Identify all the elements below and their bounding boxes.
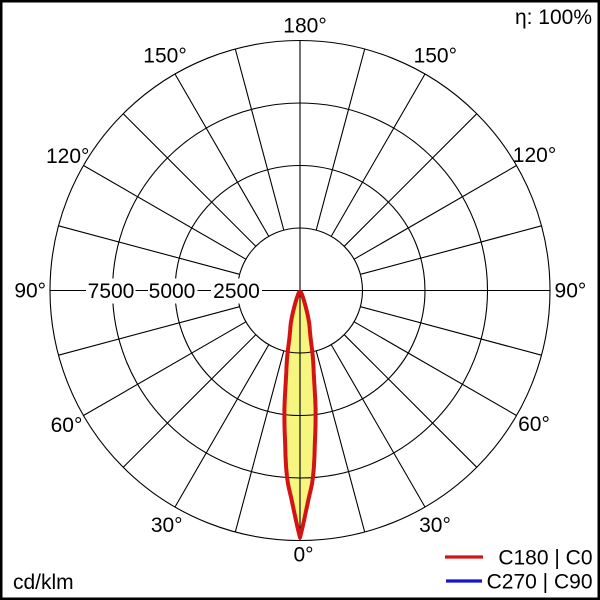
svg-text:180°: 180°	[283, 15, 326, 38]
svg-text:120°: 120°	[46, 145, 89, 168]
svg-text:120°: 120°	[513, 144, 556, 167]
svg-text:30°: 30°	[419, 514, 451, 537]
svg-text:η: 100%: η: 100%	[515, 6, 592, 29]
svg-text:0°: 0°	[293, 543, 313, 566]
svg-text:30°: 30°	[151, 514, 183, 537]
svg-text:60°: 60°	[51, 414, 83, 437]
svg-text:90°: 90°	[555, 280, 587, 303]
svg-text:C180 | C0: C180 | C0	[498, 547, 592, 570]
svg-text:5000: 5000	[149, 280, 196, 303]
svg-text:60°: 60°	[518, 413, 550, 436]
svg-text:150°: 150°	[414, 45, 457, 68]
svg-text:cd/klm: cd/klm	[13, 571, 74, 594]
svg-text:7500: 7500	[88, 280, 135, 303]
svg-text:2500: 2500	[213, 280, 260, 303]
svg-text:90°: 90°	[14, 280, 46, 303]
svg-text:150°: 150°	[143, 45, 186, 68]
svg-text:C270 | C90: C270 | C90	[487, 571, 593, 594]
